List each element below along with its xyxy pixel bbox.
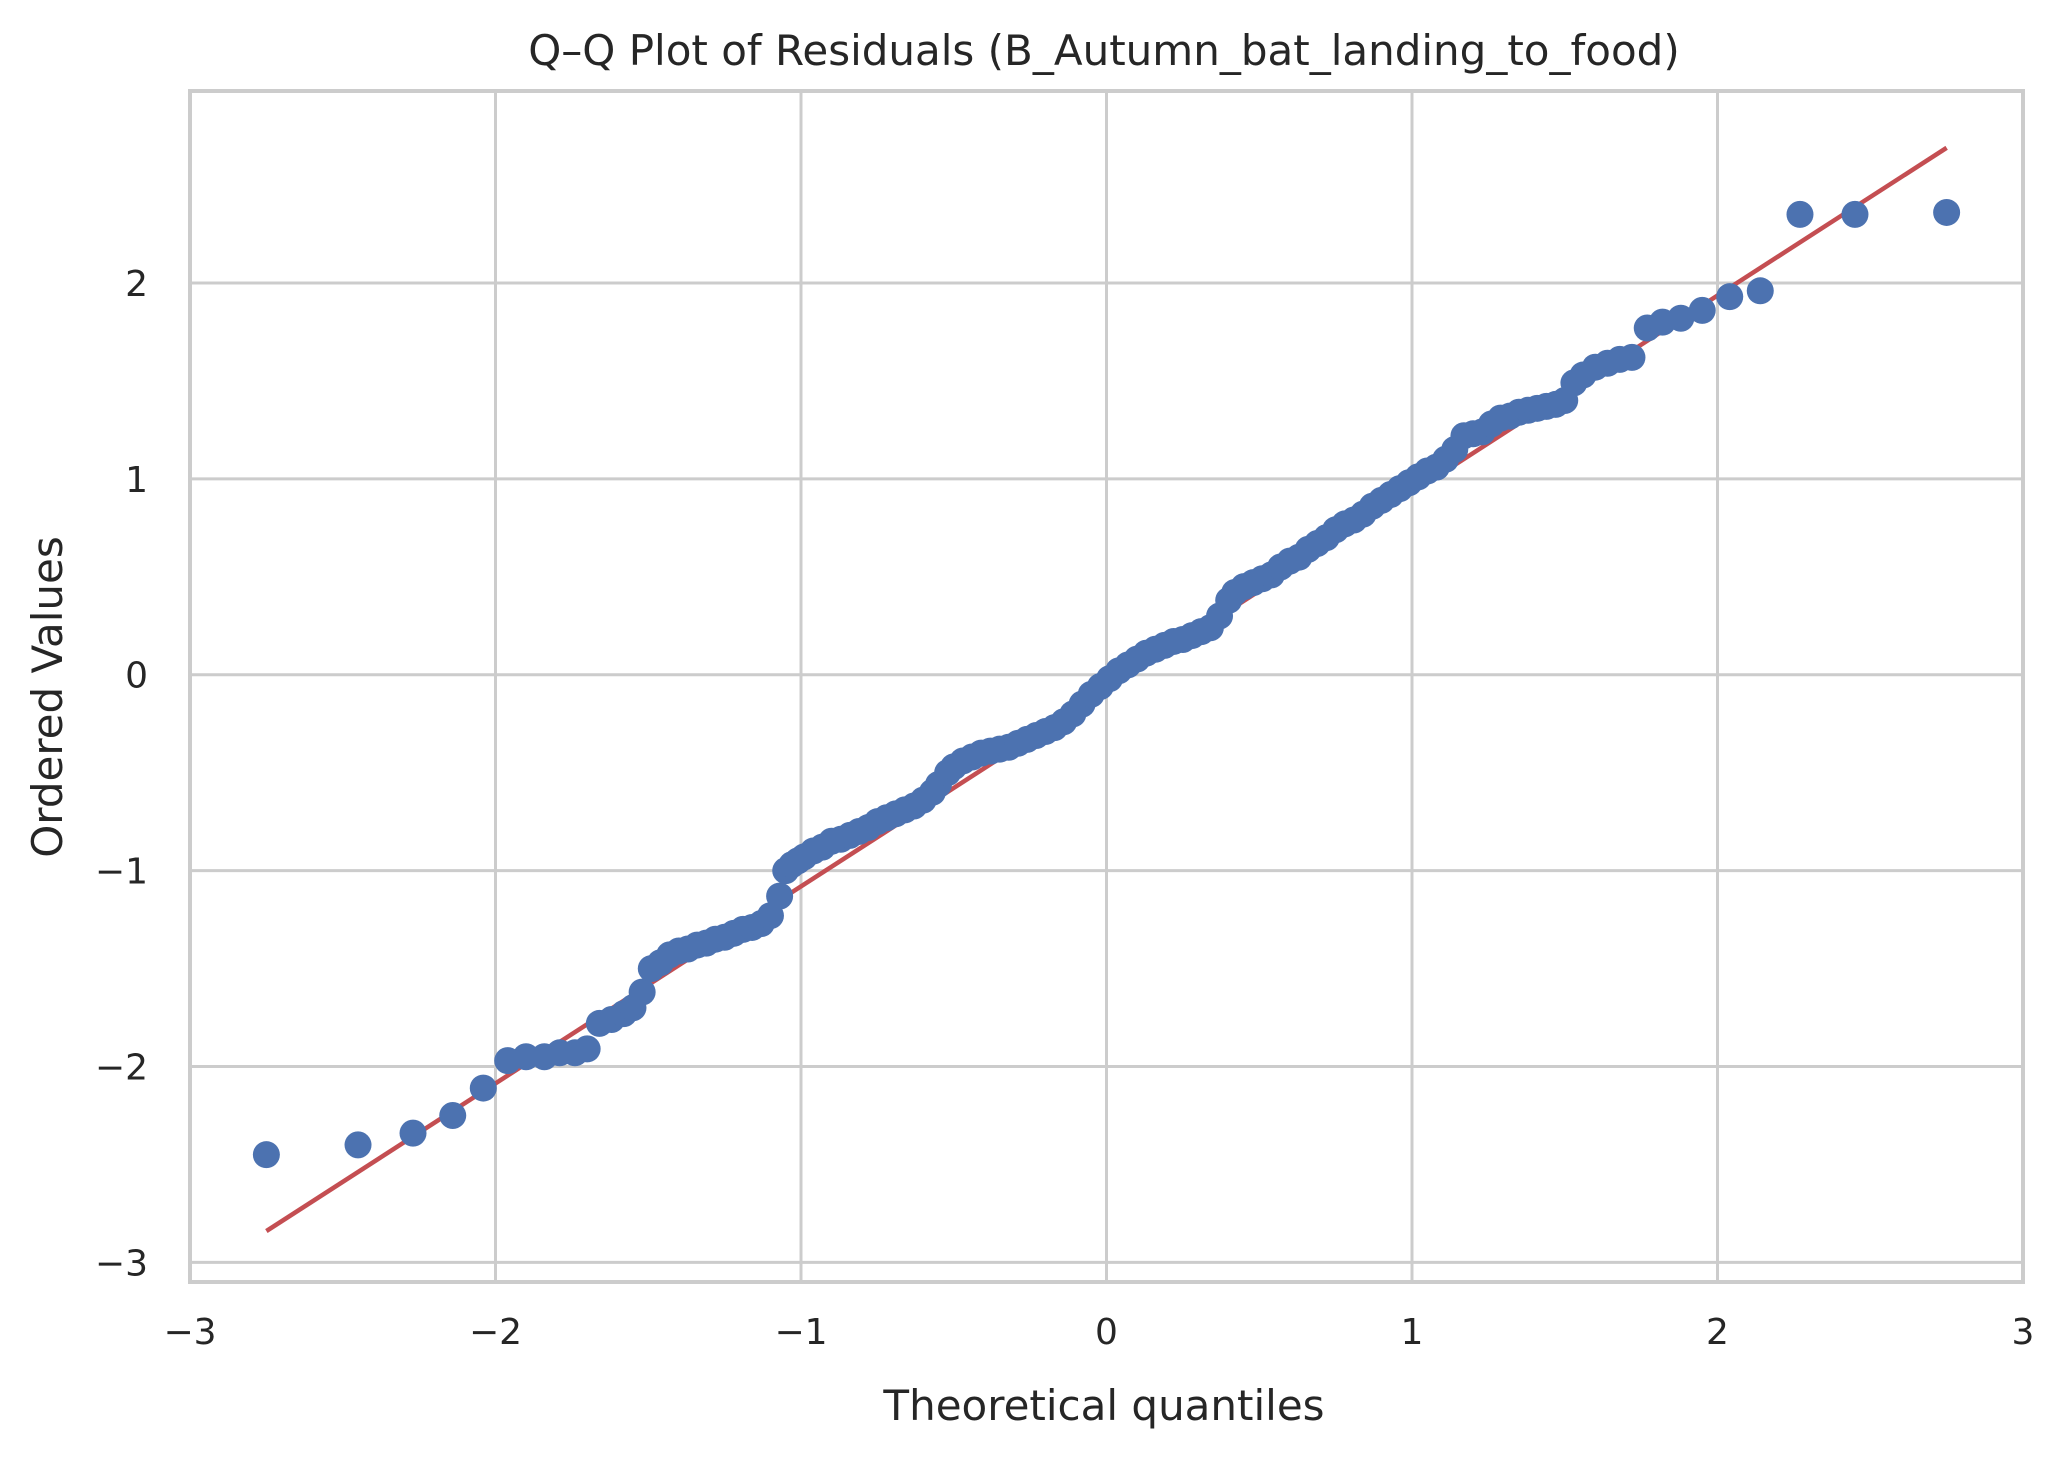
chart-title: Q–Q Plot of Residuals (B_Autumn_bat_land… — [528, 26, 1679, 75]
y-tick-label: 0 — [125, 656, 148, 697]
data-point — [766, 882, 794, 910]
y-tick-label: −2 — [95, 1048, 148, 1089]
x-tick-label: −2 — [469, 1312, 522, 1353]
x-tick-label: −1 — [774, 1312, 827, 1353]
x-axis-label: Theoretical quantiles — [882, 1381, 1324, 1430]
data-point — [344, 1131, 372, 1159]
x-tick-label: 3 — [2012, 1312, 2035, 1353]
data-point — [1841, 200, 1869, 228]
data-point — [439, 1101, 467, 1129]
axes-border — [188, 89, 2025, 1284]
tick-labels: −3 −2 −1 0 1 2 3 −3 −2 −1 0 1 2 — [95, 264, 2035, 1353]
data-point — [1746, 277, 1774, 305]
data-point — [469, 1074, 497, 1102]
data-point — [252, 1141, 280, 1169]
data-point — [1716, 283, 1744, 311]
x-tick-label: −3 — [163, 1312, 216, 1353]
axes-frame — [188, 89, 2025, 1284]
x-tick-label: 2 — [1706, 1312, 1729, 1353]
data-point — [573, 1035, 601, 1063]
y-axis-label: Ordered Values — [23, 536, 72, 858]
data-point — [1786, 200, 1814, 228]
data-point — [1667, 304, 1695, 332]
data-point — [1688, 296, 1716, 324]
y-tick-label: 1 — [125, 460, 148, 501]
x-tick-label: 0 — [1095, 1312, 1118, 1353]
y-tick-label: −1 — [95, 852, 148, 893]
data-point — [399, 1119, 427, 1147]
y-tick-label: 2 — [125, 264, 148, 305]
y-tick-label: −3 — [95, 1243, 148, 1284]
x-tick-label: 1 — [1401, 1312, 1424, 1353]
data-point — [1933, 198, 1961, 226]
data-points — [252, 198, 1961, 1169]
data-point — [1618, 343, 1646, 371]
data-point — [628, 978, 656, 1006]
